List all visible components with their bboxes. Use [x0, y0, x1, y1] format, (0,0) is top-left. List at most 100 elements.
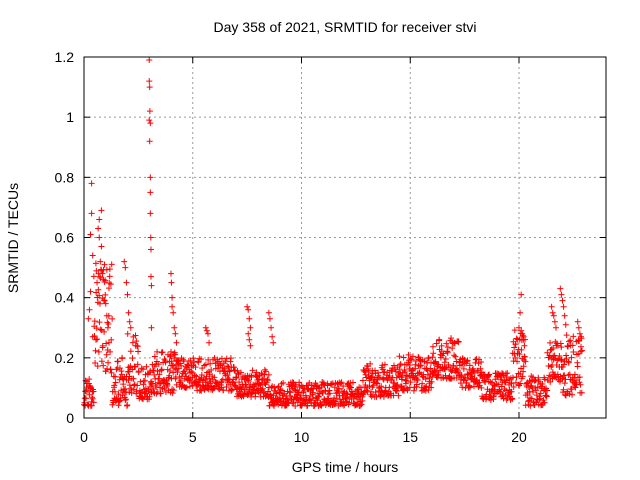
data-point [419, 380, 426, 387]
data-point [107, 281, 114, 288]
data-point [114, 358, 121, 365]
data-point [138, 365, 145, 372]
data-point [177, 377, 184, 384]
data-point [100, 362, 107, 369]
data-point [353, 394, 360, 401]
data-point [147, 368, 154, 375]
data-point [318, 401, 325, 408]
data-point [265, 309, 272, 316]
data-point [429, 354, 436, 361]
data-point [273, 390, 280, 397]
data-point [435, 371, 442, 378]
data-point [157, 390, 164, 397]
data-point [108, 261, 115, 268]
data-point [566, 371, 573, 378]
data-point [135, 348, 142, 355]
data-point [106, 273, 113, 280]
data-point [120, 381, 127, 388]
data-point [464, 357, 471, 364]
data-point [122, 396, 129, 403]
data-point [396, 353, 403, 360]
data-point [124, 291, 131, 298]
data-point [106, 266, 113, 273]
data-point [150, 367, 157, 374]
data-point [140, 366, 147, 373]
data-point [96, 234, 103, 241]
data-point [551, 318, 558, 325]
data-point [560, 303, 567, 310]
data-point [90, 273, 97, 280]
data-point [577, 381, 584, 388]
data-point [309, 389, 316, 396]
data-point [508, 380, 515, 387]
data-point [548, 303, 555, 310]
data-point [103, 340, 110, 347]
data-point [395, 392, 402, 399]
data-point [264, 377, 271, 384]
x-tick-label: 20 [511, 429, 527, 445]
data-point [449, 367, 456, 374]
data-point [508, 388, 515, 395]
data-point [111, 388, 118, 395]
data-point [106, 285, 113, 292]
data-point [168, 270, 174, 277]
data-point [94, 363, 101, 370]
data-point [107, 366, 114, 373]
data-point [326, 390, 333, 397]
data-point [423, 366, 430, 373]
data-point [541, 399, 548, 406]
data-point [102, 300, 109, 307]
data-point [86, 306, 93, 313]
data-point [134, 343, 141, 350]
data-point [93, 325, 100, 332]
data-point [550, 312, 557, 319]
data-point [381, 361, 388, 368]
data-point [570, 349, 577, 356]
data-point [368, 374, 375, 381]
data-point [246, 315, 253, 322]
data-point [396, 366, 403, 373]
data-point [406, 361, 413, 368]
data-point [261, 366, 268, 373]
data-point [464, 358, 471, 365]
data-point [204, 330, 211, 337]
data-point [436, 336, 443, 343]
data-point [125, 309, 132, 316]
data-point [133, 388, 140, 395]
data-point [171, 324, 178, 331]
data-point [569, 391, 576, 398]
data-point [92, 260, 99, 267]
data-point [90, 399, 97, 406]
data-point [223, 355, 230, 362]
data-point [359, 377, 366, 384]
data-point [95, 348, 102, 355]
data-point [365, 365, 372, 372]
data-point [292, 402, 299, 409]
data-point [575, 324, 582, 331]
data-point [88, 210, 95, 217]
data-point [467, 384, 474, 391]
data-point [322, 388, 329, 395]
data-point [525, 398, 532, 405]
data-point [237, 369, 244, 376]
data-point [358, 401, 365, 408]
data-point [116, 365, 123, 372]
data-point [563, 332, 570, 339]
data-point [333, 395, 340, 402]
data-point [149, 380, 156, 387]
data-point [324, 396, 331, 403]
data-point [170, 387, 177, 394]
data-point [260, 375, 267, 382]
data-point [427, 365, 434, 372]
data-point [268, 324, 275, 331]
x-tick-label: 0 [80, 429, 88, 445]
data-point [561, 380, 568, 387]
data-point [180, 356, 187, 363]
data-point [173, 361, 180, 368]
data-point [277, 386, 284, 393]
data-point [509, 374, 516, 381]
data-point [366, 383, 373, 390]
data-point [432, 358, 439, 365]
data-point [265, 371, 272, 378]
